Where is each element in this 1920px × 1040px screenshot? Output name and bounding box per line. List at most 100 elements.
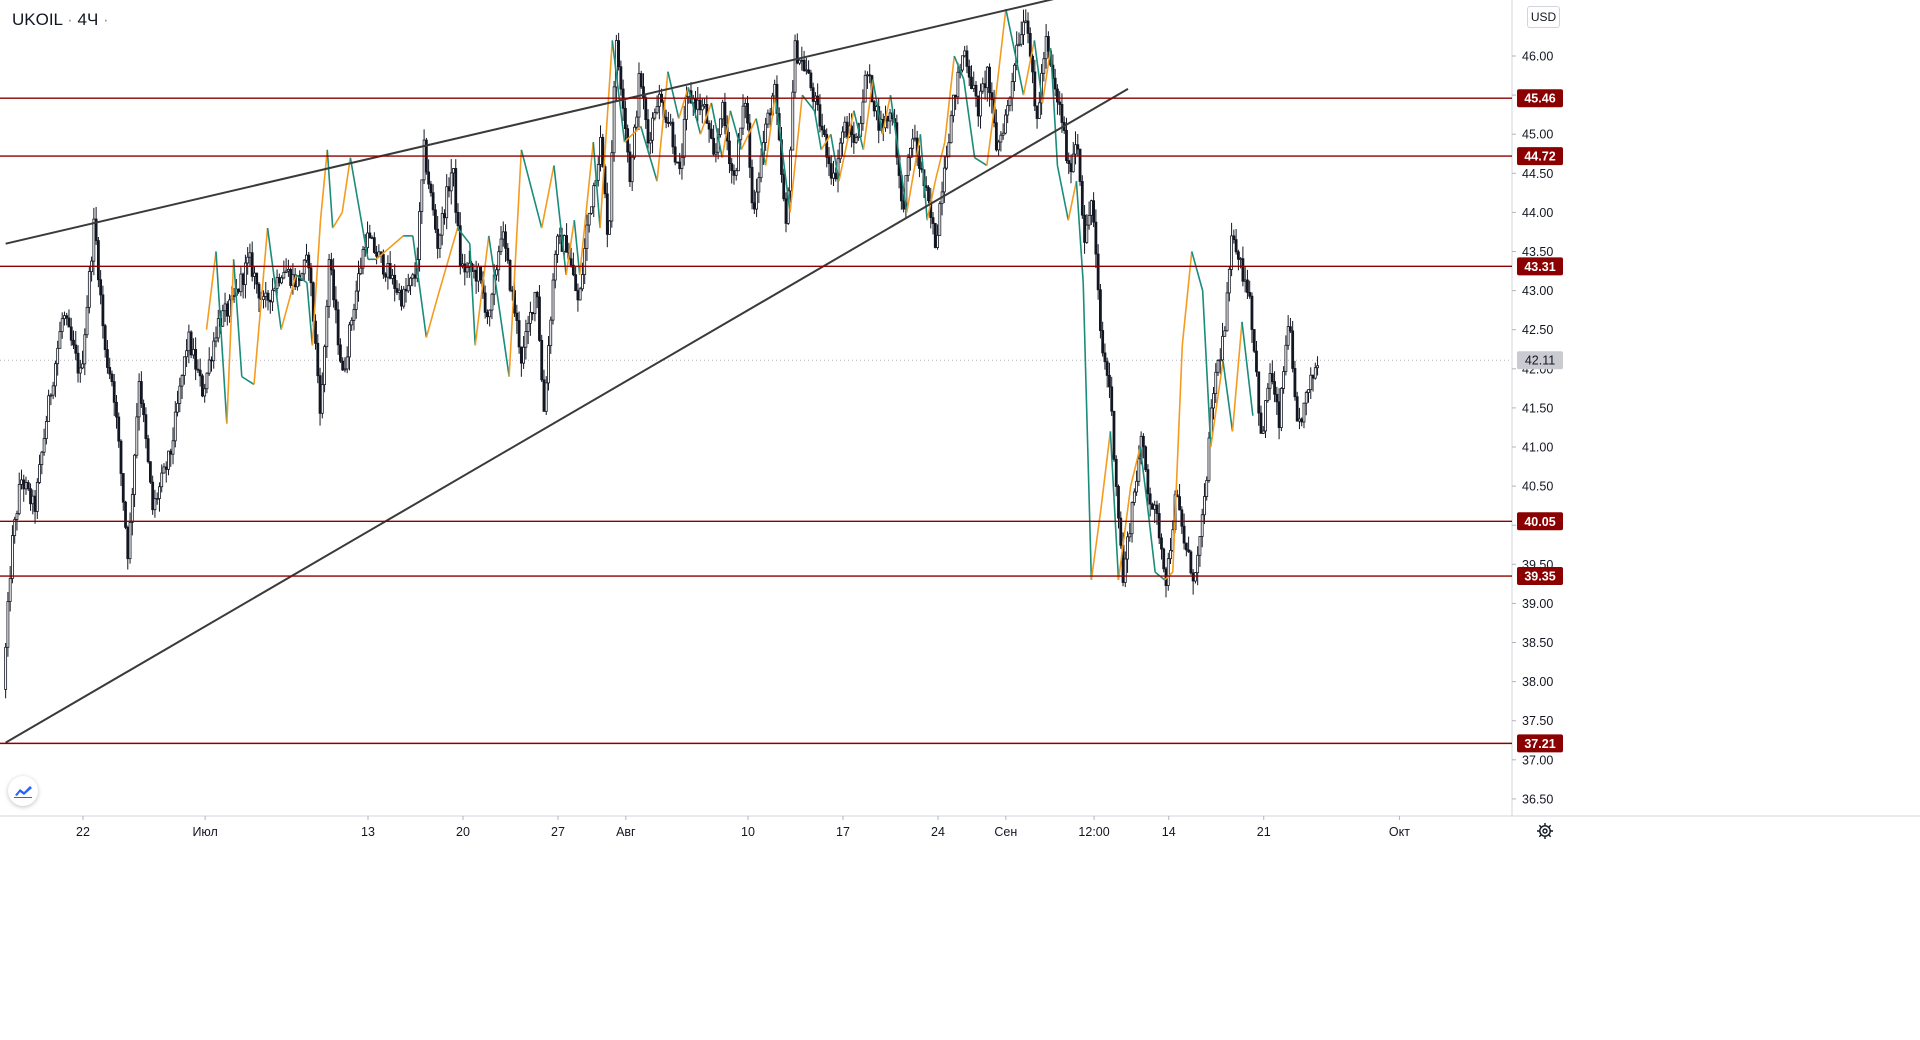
candle-body bbox=[630, 156, 634, 183]
zigzag-segment bbox=[226, 259, 235, 424]
candle-body bbox=[103, 325, 107, 350]
level-badge-label: 37.21 bbox=[1524, 737, 1555, 751]
candle-body bbox=[820, 125, 824, 131]
x-tick-label: 13 bbox=[361, 825, 375, 839]
candle-body bbox=[1112, 410, 1116, 460]
candle-body bbox=[866, 74, 869, 77]
zigzag-segment bbox=[1117, 485, 1132, 581]
candle-body bbox=[972, 84, 976, 89]
candle-body bbox=[1010, 81, 1014, 99]
candle-body bbox=[1092, 200, 1096, 223]
candle-body bbox=[352, 308, 356, 321]
candle-body bbox=[490, 293, 494, 311]
candle-body bbox=[26, 482, 30, 490]
candle-body bbox=[1126, 536, 1129, 560]
candle-body bbox=[497, 251, 501, 271]
candle-body bbox=[592, 185, 596, 208]
candle-body bbox=[397, 289, 401, 293]
candle-body bbox=[730, 163, 734, 172]
candle-body bbox=[748, 122, 752, 168]
candle-body bbox=[225, 303, 229, 317]
candle-body bbox=[44, 421, 48, 439]
y-tick-label: 37.50 bbox=[1522, 714, 1553, 728]
trendline-lower[interactable] bbox=[5, 87, 1129, 744]
candle-body bbox=[651, 117, 654, 141]
candle-body bbox=[508, 259, 512, 291]
candle-body bbox=[1311, 374, 1315, 379]
candle-body bbox=[856, 135, 860, 138]
gear-icon[interactable] bbox=[1536, 822, 1554, 840]
candle-body bbox=[1155, 504, 1159, 514]
zigzag-segment bbox=[1209, 360, 1224, 448]
zigzag-segment bbox=[926, 180, 937, 221]
zigzag-segment bbox=[764, 94, 776, 166]
zigzag-segment bbox=[436, 227, 459, 299]
candle-body bbox=[933, 223, 937, 248]
candle-body bbox=[585, 224, 589, 249]
candle-body bbox=[386, 263, 390, 278]
candle-body bbox=[418, 211, 421, 261]
zigzag-segment bbox=[599, 40, 614, 229]
candle-body bbox=[180, 375, 184, 387]
candle-body bbox=[1205, 480, 1209, 497]
currency-button[interactable]: USD bbox=[1527, 6, 1560, 28]
candle-body bbox=[1001, 132, 1005, 136]
level-badge-label: 44.72 bbox=[1524, 150, 1555, 164]
zigzag-segment bbox=[986, 102, 996, 166]
candle-body bbox=[24, 482, 28, 490]
zigzag-segment bbox=[508, 149, 523, 377]
level-badge-label: 40.05 bbox=[1524, 515, 1555, 529]
candle-body bbox=[1160, 537, 1163, 550]
candle-body bbox=[533, 292, 537, 315]
candle-body bbox=[94, 218, 98, 241]
last-price-label: 42.11 bbox=[1525, 354, 1555, 368]
candle-body bbox=[228, 299, 231, 317]
tradingview-logo-icon[interactable] bbox=[8, 776, 38, 806]
x-tick-label: 20 bbox=[456, 825, 470, 839]
candle-body bbox=[207, 359, 211, 374]
candle-body bbox=[902, 200, 906, 210]
candle-body bbox=[343, 368, 347, 371]
candle-body bbox=[1291, 330, 1295, 369]
candle-body bbox=[743, 102, 747, 107]
candle-body bbox=[617, 40, 621, 68]
level-badge bbox=[1517, 512, 1563, 531]
trendline-upper[interactable] bbox=[5, 0, 1128, 245]
candle-body bbox=[571, 264, 575, 276]
candle-body bbox=[92, 218, 96, 262]
zigzag-segment bbox=[721, 110, 732, 158]
candle-body bbox=[551, 279, 555, 321]
candle-body bbox=[151, 481, 155, 511]
candle-body bbox=[1119, 517, 1123, 546]
last-price-badge bbox=[1517, 351, 1563, 370]
candle-body bbox=[746, 102, 749, 124]
zigzag-segment bbox=[266, 227, 282, 330]
candle-body bbox=[1214, 371, 1218, 394]
candle-body bbox=[997, 141, 1001, 151]
candle-body bbox=[316, 342, 320, 377]
candle-body bbox=[176, 402, 179, 413]
candle-body bbox=[766, 112, 770, 125]
candle-body bbox=[1286, 326, 1290, 346]
candle-body bbox=[264, 292, 268, 297]
zigzag-segment bbox=[729, 110, 742, 151]
zigzag-segment bbox=[349, 157, 369, 260]
level-badge-label: 39.35 bbox=[1524, 570, 1555, 584]
candle-body bbox=[694, 98, 697, 110]
candle-body bbox=[381, 254, 385, 275]
candle-body bbox=[655, 105, 659, 114]
candle-body bbox=[427, 171, 431, 185]
zigzag-segment bbox=[1181, 251, 1193, 346]
candle-body bbox=[40, 451, 44, 465]
candle-body bbox=[241, 273, 245, 286]
candle-body bbox=[1307, 389, 1310, 393]
candle-body bbox=[1017, 43, 1021, 46]
candle-body bbox=[538, 296, 541, 341]
candle-body bbox=[1037, 102, 1041, 119]
candle-body bbox=[1302, 402, 1306, 423]
candle-body bbox=[76, 352, 80, 374]
candle-body bbox=[1130, 502, 1134, 535]
candle-body bbox=[1087, 214, 1091, 226]
candle-body bbox=[445, 186, 449, 219]
